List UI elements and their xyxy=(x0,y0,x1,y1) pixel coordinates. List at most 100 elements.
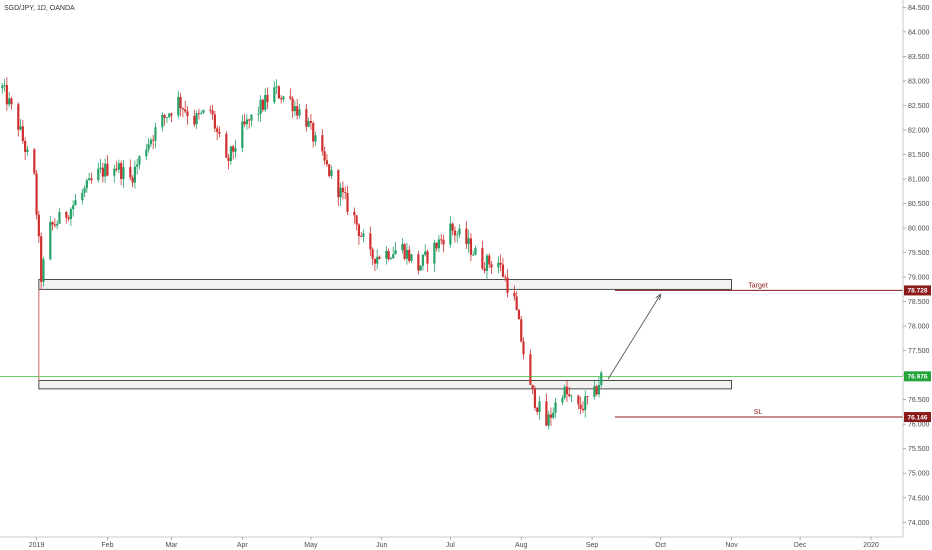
candle-body xyxy=(250,114,253,121)
target-label: Target xyxy=(748,282,768,289)
candle-body xyxy=(440,239,443,241)
y-tick-label: 84.000 xyxy=(908,29,930,36)
zone-rect xyxy=(38,380,732,390)
candle-body xyxy=(488,255,491,265)
candle-body xyxy=(202,109,205,113)
candle-body xyxy=(129,167,132,178)
candle-body xyxy=(360,235,363,237)
candle-body xyxy=(376,256,379,264)
price-axis[interactable]: 74.00074.50075.00075.50076.00076.50077.0… xyxy=(903,5,930,527)
candle-body xyxy=(485,255,489,271)
candle-body xyxy=(323,151,326,161)
candle-body xyxy=(280,98,283,100)
y-tick-label: 83.500 xyxy=(908,54,930,61)
candle-body xyxy=(549,414,553,418)
candle-body xyxy=(469,238,473,255)
y-tick-label: 74.000 xyxy=(908,520,930,527)
y-tick-label: 80.000 xyxy=(908,226,930,233)
candle-body xyxy=(273,87,276,103)
candle-body xyxy=(474,248,477,255)
candle-body xyxy=(513,292,516,297)
candle-body xyxy=(184,109,187,112)
candle-body xyxy=(33,149,36,174)
candle-body xyxy=(410,254,413,261)
candle-body xyxy=(408,249,411,261)
x-tick-label: Mar xyxy=(165,542,178,549)
x-tick-label: Aug xyxy=(515,542,528,549)
candle-body xyxy=(584,396,587,411)
candle-body xyxy=(328,164,331,177)
candle-body xyxy=(389,258,393,260)
candle-body xyxy=(293,106,297,112)
candle-body xyxy=(131,177,134,183)
candle-body xyxy=(321,135,324,152)
candle-body xyxy=(499,262,502,265)
candle-body xyxy=(362,233,365,237)
candle-body xyxy=(163,115,166,118)
candle-body xyxy=(531,384,534,389)
candle-body xyxy=(506,277,509,293)
candle-body xyxy=(600,372,603,385)
chart-title: SGD/JPY, 1D, OANDA xyxy=(4,5,75,12)
candle-body xyxy=(264,94,267,110)
y-tick-label: 76.000 xyxy=(908,422,930,429)
candle-body xyxy=(209,109,212,111)
candle-body xyxy=(218,131,221,134)
candle-body xyxy=(161,115,164,128)
candle-body xyxy=(515,296,518,311)
candle-body xyxy=(312,122,315,142)
candle-body xyxy=(275,86,278,88)
x-tick-label: Apr xyxy=(237,542,249,549)
candle-body xyxy=(88,178,91,181)
candle-body xyxy=(147,144,150,150)
candle-body xyxy=(266,94,269,103)
candle-body xyxy=(259,99,262,114)
candle-body xyxy=(481,248,484,269)
candle-body xyxy=(568,394,571,397)
candle-body xyxy=(101,167,104,177)
candle-body xyxy=(597,384,601,395)
candle-body xyxy=(570,395,573,397)
x-tick-label: Jul xyxy=(446,542,455,549)
candle-body xyxy=(309,121,313,123)
y-tick-label: 79.000 xyxy=(908,275,930,282)
candle-body xyxy=(296,106,299,116)
candle-body xyxy=(497,262,500,268)
candle-body xyxy=(200,112,203,114)
candle-body xyxy=(282,96,285,100)
candle-body xyxy=(113,168,116,176)
candle-body xyxy=(104,163,107,177)
candle-body xyxy=(371,249,374,259)
x-tick-label: 2019 xyxy=(29,542,45,549)
candle-body xyxy=(472,254,475,256)
candle-body xyxy=(467,238,470,244)
candle-body xyxy=(449,223,452,245)
candle-body xyxy=(545,401,548,426)
candle-body xyxy=(465,228,468,244)
candle-body xyxy=(3,85,6,86)
price-badge xyxy=(904,412,931,423)
candle-body xyxy=(405,249,409,259)
candle-body xyxy=(547,414,550,426)
time-axis[interactable]: 2019 Feb Mar Apr May Jun Jul Aug Sep Oct Nov Dec 202… xyxy=(29,537,879,549)
candle-body xyxy=(392,254,395,259)
y-tick-label: 75.000 xyxy=(908,471,930,478)
candle-body xyxy=(106,163,109,176)
candle-body xyxy=(10,98,13,105)
candle-body xyxy=(90,178,93,181)
candle-body xyxy=(387,251,390,260)
candle-body xyxy=(442,239,445,245)
candle-body xyxy=(211,110,214,115)
y-tick-label: 79.500 xyxy=(908,250,930,257)
candle-body xyxy=(579,404,582,409)
x-tick-label: Feb xyxy=(101,542,113,549)
candle-body xyxy=(69,209,72,220)
candle-body xyxy=(533,388,537,408)
y-tick-label: 81.500 xyxy=(908,152,930,159)
y-tick-label: 75.500 xyxy=(908,446,930,453)
candle-body xyxy=(314,135,317,142)
candle-body xyxy=(458,228,461,235)
y-tick-label: 82.500 xyxy=(908,103,930,110)
x-tick-label: 2020 xyxy=(863,542,879,549)
